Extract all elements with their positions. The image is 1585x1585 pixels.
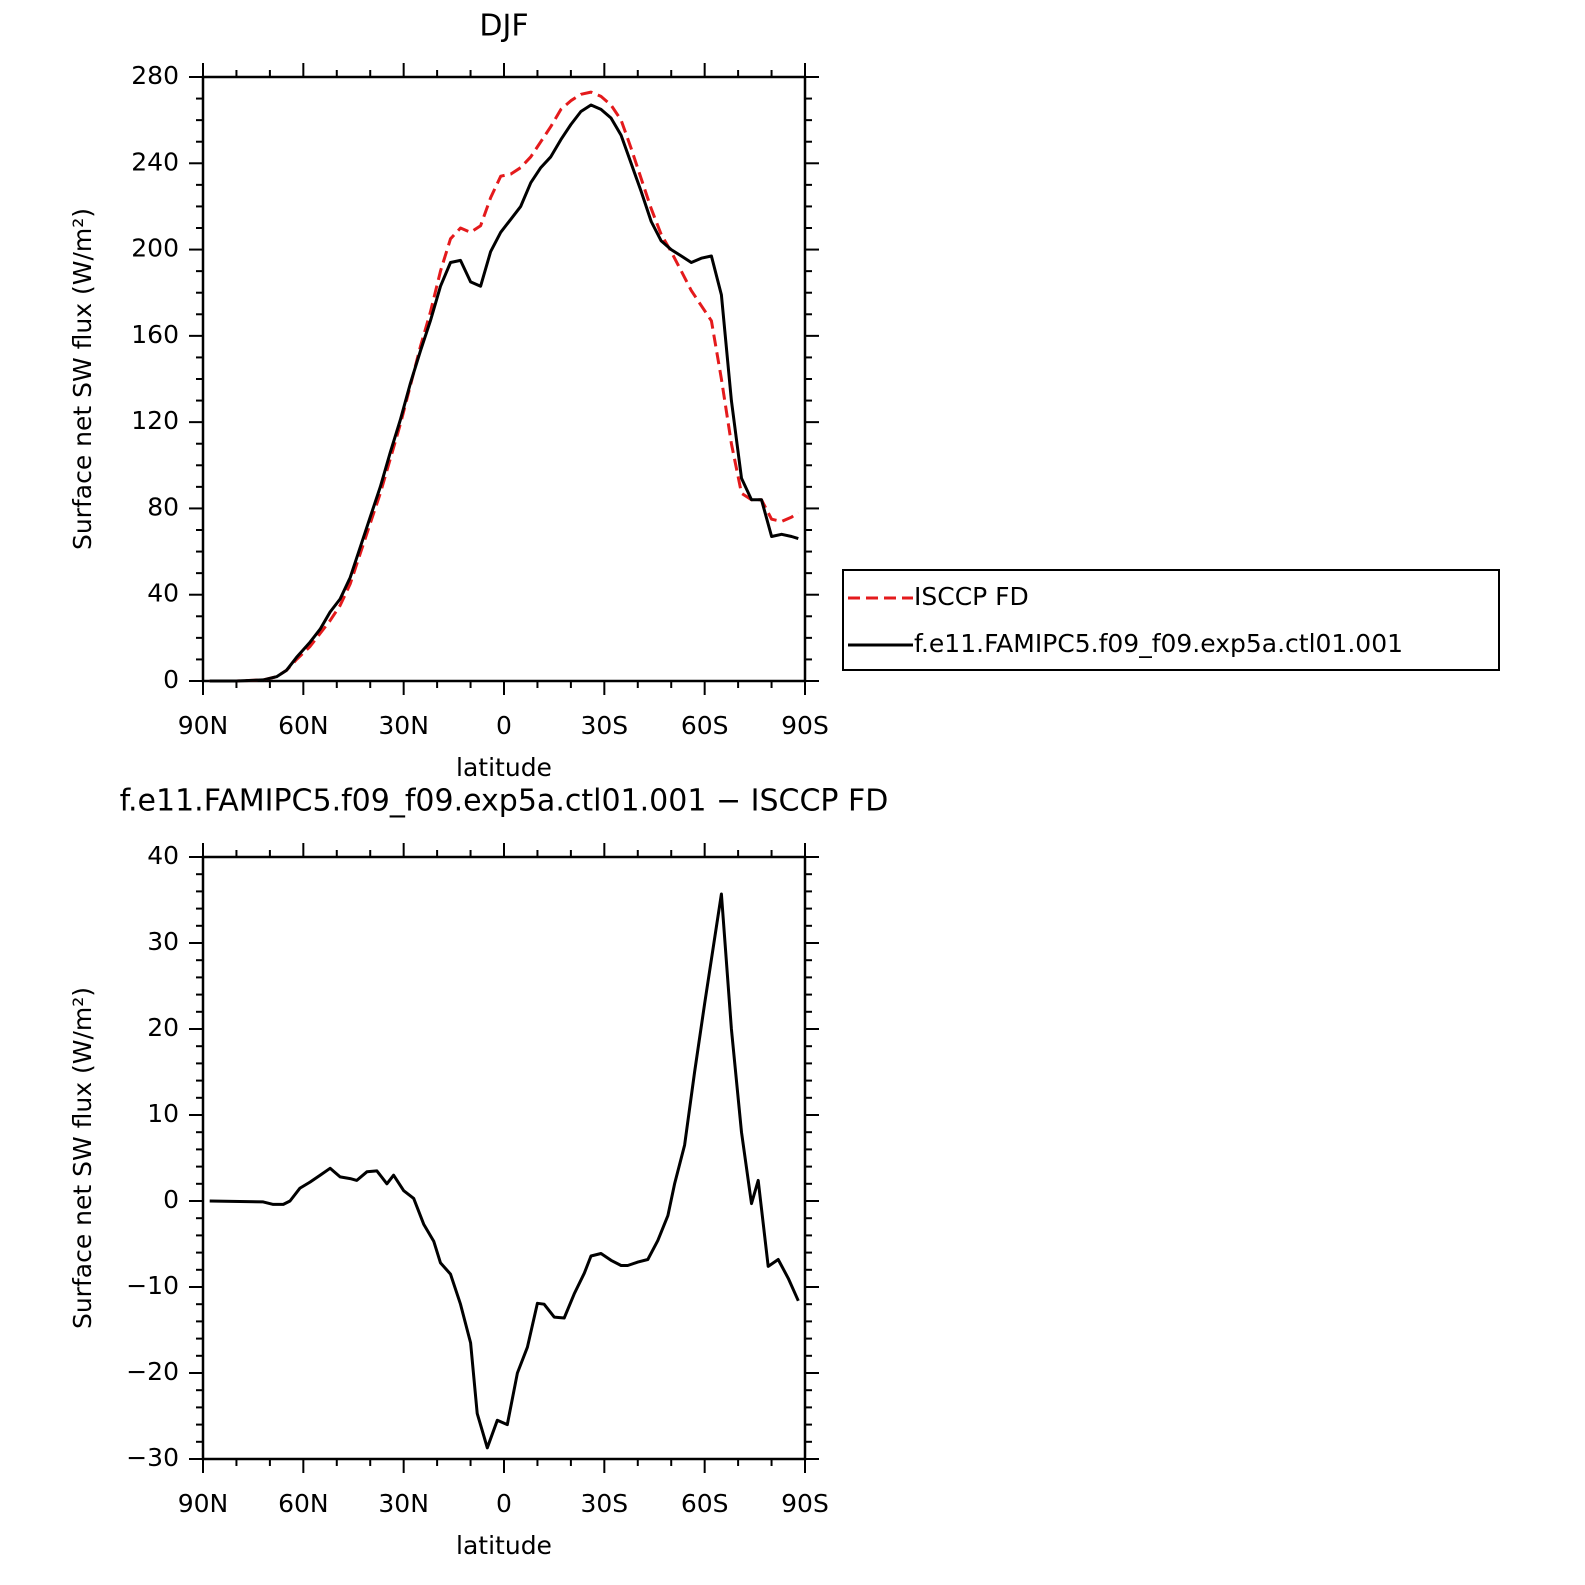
legend-label: f.e11.FAMIPC5.f09_f09.exp5a.ctl01.001 [914,629,1403,658]
y-tick-label: 160 [131,320,179,349]
legend-label: ISCCP FD [914,582,1029,611]
y-tick-label: 120 [131,406,179,435]
chart-title: f.e11.FAMIPC5.f09_f09.exp5a.ctl01.001 − … [120,784,889,819]
y-tick-label: −30 [126,1443,179,1472]
y-axis-label: Surface net SW flux (W/m²) [68,987,97,1329]
x-tick-label: 0 [496,711,512,740]
x-axis-label: latitude [456,753,552,782]
y-tick-label: 0 [163,665,179,694]
y-tick-label: 40 [147,841,179,870]
x-tick-label: 30N [378,1489,429,1518]
data-line [209,892,800,1450]
plot-frame [201,75,807,683]
x-tick-label: 60S [681,711,729,740]
y-tick-label: 280 [131,61,179,90]
y-tick-label: 20 [147,1013,179,1042]
x-tick-label: 30N [378,711,429,740]
x-tick-label: 90N [178,1489,229,1518]
x-tick-label: 0 [496,1489,512,1518]
x-tick-label: 90S [781,1489,829,1518]
legend-box [842,569,1500,671]
y-axis-label: Surface net SW flux (W/m²) [68,208,97,550]
data-line [209,103,799,683]
x-tick-label: 90N [178,711,229,740]
y-tick-label: 240 [131,147,179,176]
y-tick-label: −10 [126,1271,179,1300]
x-tick-label: 90S [781,711,829,740]
y-tick-label: 80 [147,492,179,521]
y-tick-label: 40 [147,579,179,608]
chart-title: DJF [479,9,528,44]
y-tick-label: 200 [131,234,179,263]
y-tick-label: 10 [147,1099,179,1128]
x-tick-label: 60N [278,1489,329,1518]
y-tick-label: 0 [163,1185,179,1214]
x-tick-label: 30S [580,711,628,740]
y-tick-label: 30 [147,927,179,956]
data-line [209,90,800,683]
y-tick-label: −20 [126,1357,179,1386]
x-tick-label: 60S [681,1489,729,1518]
x-tick-label: 30S [580,1489,628,1518]
plot-frame [201,855,807,1461]
x-tick-label: 60N [278,711,329,740]
x-axis-label: latitude [456,1531,552,1560]
